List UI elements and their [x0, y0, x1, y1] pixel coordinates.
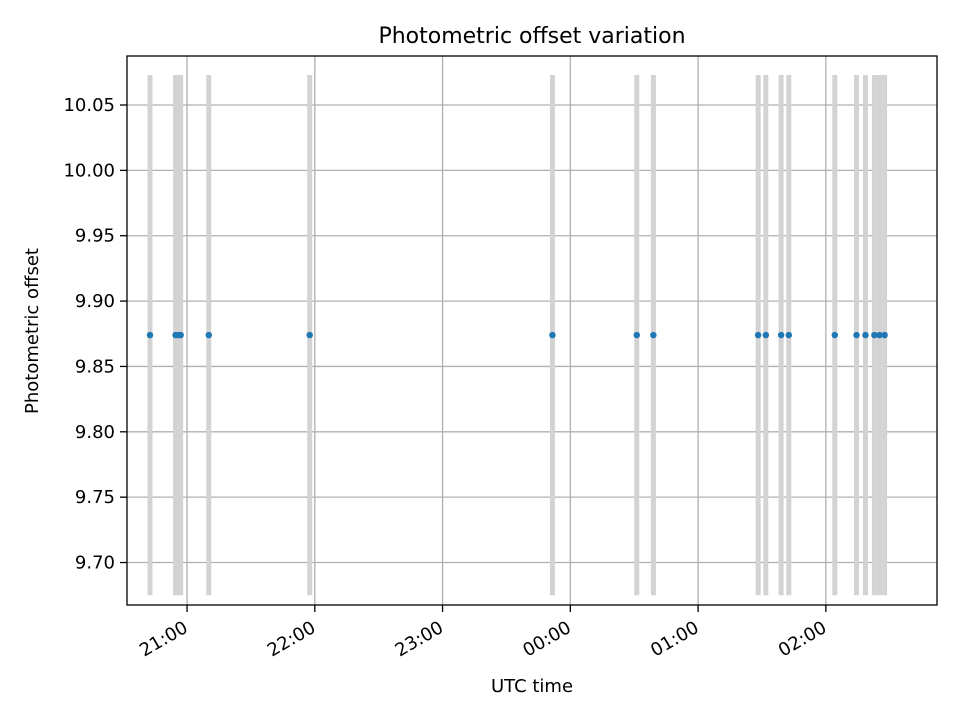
data-point	[205, 331, 212, 339]
y-tick-label: 9.95	[75, 226, 115, 247]
data-points	[146, 331, 888, 339]
data-point	[754, 331, 762, 339]
data-point	[853, 331, 860, 339]
y-tick-label: 9.85	[75, 356, 115, 377]
y-tick-label: 10.00	[63, 160, 115, 181]
plot-frame	[126, 55, 938, 606]
chart-title: Photometric offset variation	[378, 24, 685, 49]
data-point	[777, 331, 785, 339]
data-point	[549, 331, 556, 339]
data-point	[762, 331, 770, 339]
y-tick-label: 9.80	[75, 422, 115, 443]
y-tick-label: 9.75	[75, 487, 115, 508]
data-point	[862, 331, 869, 339]
x-axis-label: UTC time	[491, 676, 573, 697]
data-point	[633, 331, 640, 339]
y-axis-label: Photometric offset	[22, 248, 43, 414]
y-tick-label: 9.70	[75, 553, 115, 574]
data-point	[831, 331, 838, 339]
y-tick-label: 9.90	[75, 291, 115, 312]
data-point	[146, 331, 154, 339]
data-point	[177, 331, 184, 339]
data-point	[871, 331, 878, 339]
y-axis-ticks: 9.70 9.75 9.80 9.85 9.90 9.95 10.00 10.05	[63, 95, 127, 574]
y-tick-label: 10.05	[63, 95, 115, 116]
grid	[127, 56, 937, 605]
data-point	[876, 331, 883, 339]
data-point	[306, 331, 313, 339]
data-point	[881, 331, 888, 339]
data-point	[650, 331, 657, 339]
data-point	[785, 331, 792, 339]
